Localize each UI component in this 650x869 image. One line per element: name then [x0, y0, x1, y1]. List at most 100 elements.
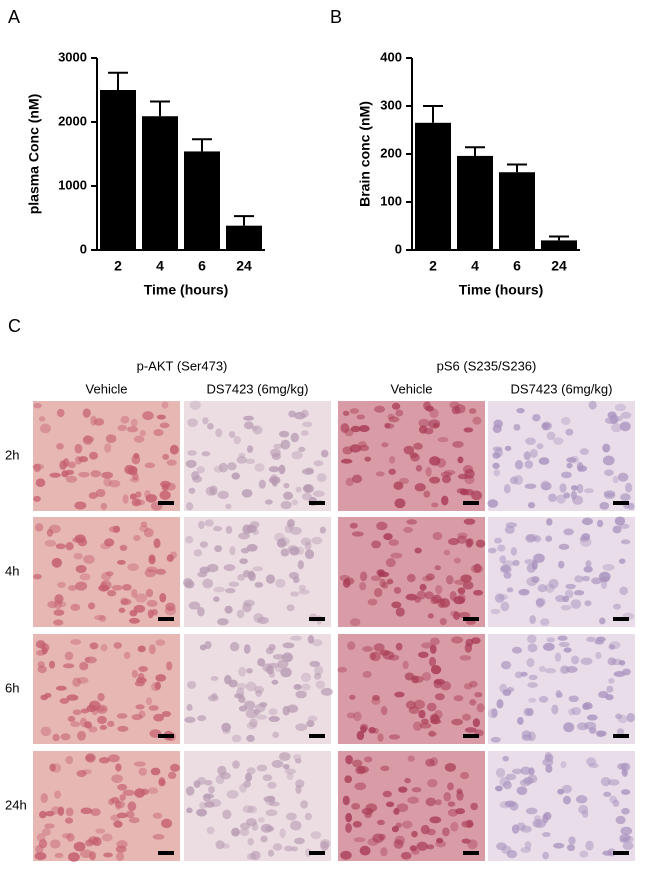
- cell: [581, 575, 591, 582]
- cell: [59, 698, 70, 704]
- cell: [337, 666, 348, 673]
- micrograph: [487, 516, 635, 627]
- cell: [243, 421, 254, 430]
- cell: [506, 687, 515, 693]
- cell: [259, 702, 268, 708]
- cell: [359, 581, 367, 591]
- column-heading: Vehicle: [86, 381, 128, 396]
- cell: [38, 810, 47, 819]
- cell: [268, 708, 278, 716]
- cell: [125, 810, 135, 819]
- cell: [425, 573, 435, 581]
- cell: [358, 441, 367, 448]
- cell: [566, 457, 577, 463]
- cell: [612, 799, 620, 807]
- cell: [115, 852, 125, 861]
- cell: [288, 410, 297, 418]
- cell: [245, 681, 257, 692]
- cell: [545, 764, 553, 773]
- cell: [57, 581, 66, 588]
- cell: [490, 608, 501, 615]
- micrograph: [32, 517, 180, 627]
- cell: [345, 812, 353, 823]
- cell: [504, 525, 515, 534]
- cell: [101, 833, 113, 842]
- cell: [614, 416, 623, 422]
- cell: [87, 602, 96, 610]
- cell: [609, 414, 619, 425]
- cell: [101, 471, 114, 479]
- cell: [55, 543, 66, 550]
- cell: [49, 839, 61, 849]
- cell: [429, 816, 442, 824]
- cell: [272, 653, 285, 660]
- row-label: 6h: [5, 680, 19, 695]
- cell: [245, 458, 256, 465]
- cell: [186, 703, 193, 712]
- cell: [586, 636, 596, 643]
- cell: [429, 713, 439, 722]
- cell: [567, 844, 576, 852]
- cell: [413, 675, 424, 683]
- cell: [457, 473, 469, 480]
- cell: [558, 560, 565, 569]
- cell: [395, 409, 404, 417]
- cell: [393, 481, 404, 490]
- cell: [33, 495, 41, 502]
- micrograph: [184, 400, 331, 511]
- cell: [500, 564, 511, 573]
- cell: [522, 777, 534, 785]
- cell: [286, 772, 294, 781]
- cell: [123, 651, 131, 660]
- cell: [204, 641, 212, 649]
- cell: [619, 833, 631, 842]
- x-tick-label: 2: [114, 258, 122, 274]
- bar: [184, 151, 220, 250]
- cell: [300, 800, 309, 809]
- cell: [72, 677, 82, 687]
- cell: [140, 521, 148, 528]
- cell: [428, 656, 437, 667]
- scale-bar: [158, 851, 174, 855]
- cell: [600, 579, 608, 590]
- cell: [282, 642, 295, 649]
- cell: [563, 528, 574, 536]
- cell: [108, 754, 120, 763]
- cell: [89, 451, 99, 460]
- scale-bar: [158, 734, 174, 738]
- cell: [406, 519, 418, 525]
- scale-bar: [463, 501, 479, 505]
- cell: [499, 801, 512, 809]
- cell: [379, 578, 386, 588]
- cell: [425, 467, 432, 477]
- cell: [548, 493, 557, 503]
- cell: [286, 812, 297, 821]
- cell: [152, 812, 163, 819]
- cell: [358, 444, 370, 452]
- cell: [434, 693, 445, 701]
- cell: [405, 593, 418, 601]
- cell: [161, 710, 172, 718]
- cell: [363, 756, 373, 763]
- cell: [257, 817, 265, 823]
- cell: [525, 437, 537, 446]
- cell: [520, 847, 532, 853]
- cell: [85, 753, 96, 763]
- cell: [609, 641, 621, 650]
- cell: [66, 694, 79, 701]
- cell: [184, 580, 195, 589]
- cell: [538, 695, 549, 703]
- cell: [537, 584, 548, 593]
- cell: [506, 587, 514, 593]
- cell: [614, 403, 627, 412]
- cell: [231, 734, 242, 743]
- cell: [580, 536, 592, 547]
- cell: [625, 482, 633, 493]
- cell: [362, 671, 372, 678]
- cell: [599, 617, 606, 625]
- cell: [222, 809, 232, 820]
- cell: [234, 693, 244, 699]
- cell: [516, 822, 526, 831]
- cell: [443, 549, 451, 556]
- cell: [74, 534, 86, 543]
